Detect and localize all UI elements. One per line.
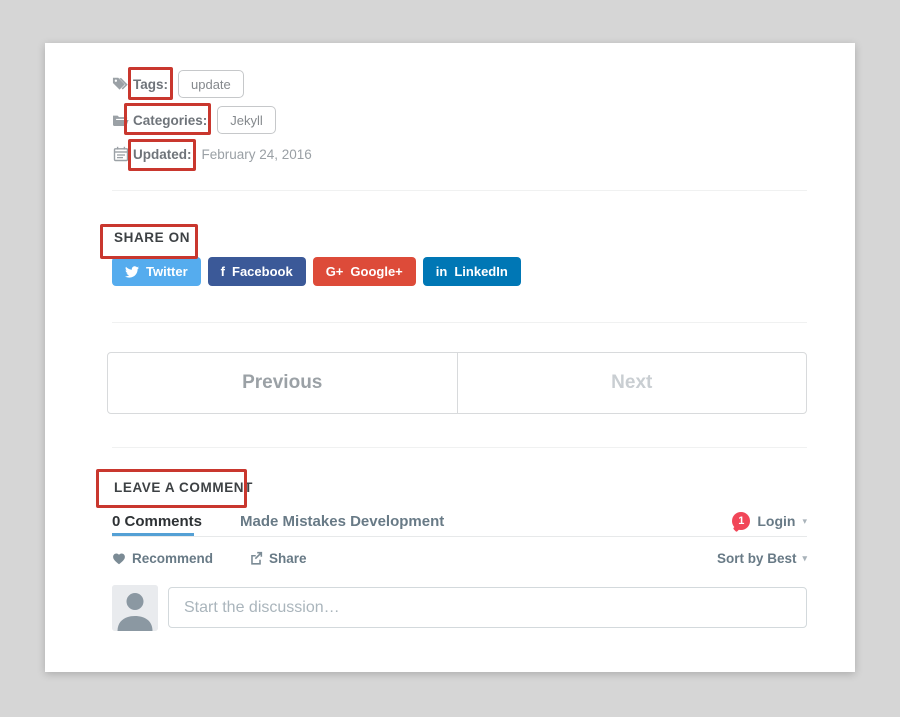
recommend-label: Recommend (132, 550, 214, 566)
disqus-tabs: 0 Comments Made Mistakes Development 1 L… (112, 511, 807, 531)
categories-label: Categories: (133, 112, 208, 128)
tag-pill-update[interactable]: update (178, 70, 244, 98)
tags-row: Tags: update (112, 70, 244, 98)
chevron-down-icon: ▾ (802, 552, 807, 563)
updated-row: Updated: February 24, 2016 (112, 140, 312, 168)
leave-a-comment-heading: LEAVE A COMMENT (114, 480, 253, 495)
facebook-icon: f (220, 264, 225, 279)
calendar-icon (112, 146, 129, 163)
linkedin-share-button[interactable]: in LinkedIn (422, 257, 521, 286)
divider (112, 190, 807, 191)
active-tab-underline (112, 533, 194, 536)
disqus-action-bar: Recommend Share Sort by Best ▾ (112, 549, 807, 567)
share-icon (249, 551, 263, 565)
twitter-share-button[interactable]: Twitter (112, 257, 201, 286)
share-on-heading: SHARE ON (114, 230, 191, 245)
divider (112, 322, 807, 323)
notification-badge[interactable]: 1 (732, 512, 751, 530)
login-label: Login (757, 513, 796, 529)
comment-input[interactable] (168, 587, 807, 628)
divider (112, 447, 807, 448)
twitter-share-label: Twitter (146, 264, 188, 279)
share-buttons: Twitter f Facebook G+ Google+ in LinkedI… (112, 257, 521, 286)
sort-label: Sort by Best (716, 550, 797, 566)
updated-label: Updated: (133, 146, 192, 162)
googleplus-share-label: Google+ (350, 264, 403, 279)
updated-date: February 24, 2016 (201, 146, 312, 162)
googleplus-share-button[interactable]: G+ Google+ (312, 257, 416, 286)
tab-comment-count[interactable]: 0 Comments (112, 512, 203, 530)
heart-icon (112, 552, 126, 565)
facebook-share-button[interactable]: f Facebook (207, 257, 306, 286)
divider (112, 536, 807, 537)
comment-composer (112, 585, 807, 631)
twitter-icon (125, 265, 139, 278)
tab-community-name[interactable]: Made Mistakes Development (240, 512, 445, 530)
category-pill-jekyll[interactable]: Jekyll (217, 106, 276, 134)
categories-row: Categories: Jekyll (112, 106, 276, 134)
tags-icon (112, 76, 129, 93)
post-pagination: Previous Next (107, 352, 807, 414)
recommend-button[interactable]: Recommend (112, 551, 213, 566)
sort-by-best-control[interactable]: Sort by Best ▾ (717, 551, 807, 566)
googleplus-icon: G+ (325, 264, 344, 279)
chevron-down-icon: ▾ (802, 515, 807, 526)
page-card: Tags: update Categories: Jekyll Updated:… (45, 43, 855, 672)
login-control[interactable]: 1 Login ▾ (732, 512, 807, 530)
previous-post-link[interactable]: Previous (108, 353, 458, 413)
folder-open-icon (112, 112, 129, 129)
linkedin-icon: in (435, 264, 448, 279)
next-post-link[interactable]: Next (611, 372, 653, 393)
tags-label: Tags: (133, 76, 169, 92)
facebook-share-label: Facebook (232, 264, 293, 279)
share-comments-label: Share (269, 550, 307, 566)
share-comments-button[interactable]: Share (249, 551, 307, 566)
avatar (112, 585, 158, 631)
linkedin-share-label: LinkedIn (454, 264, 508, 279)
